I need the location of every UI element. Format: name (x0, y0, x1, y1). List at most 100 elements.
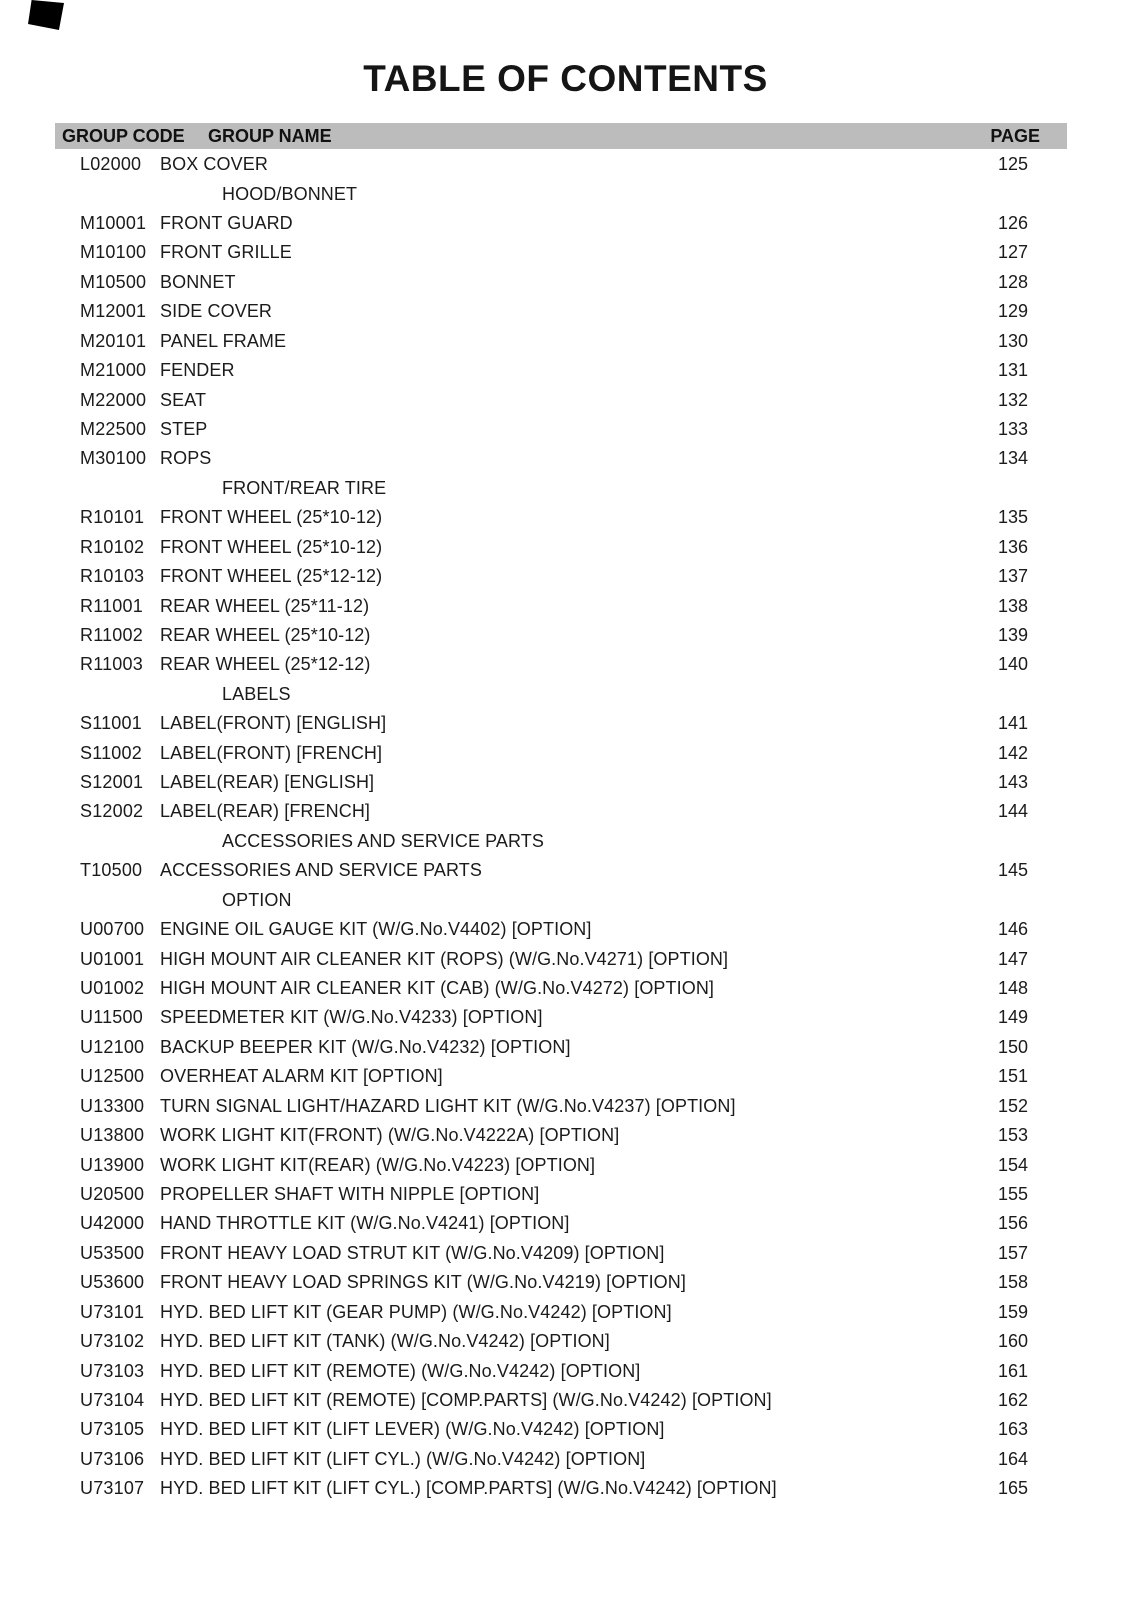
group-code: U12100 (80, 1036, 145, 1057)
group-name: WORK LIGHT KIT(FRONT) (W/G.No.V4222A) [O… (160, 1125, 620, 1146)
toc-entry-row: U73101 HYD. BED LIFT KIT (GEAR PUMP) (W/G… (55, 1297, 1067, 1326)
page-number: 141 (997, 713, 1029, 734)
toc-entry-row: U11500 SPEEDMETER KIT (W/G.No.V4233) [OPT… (55, 1003, 1067, 1032)
group-code: T10500 (80, 860, 143, 881)
toc-entry-row: M10500 BONNET 128 (55, 268, 1067, 297)
group-name: HIGH MOUNT AIR CLEANER KIT (CAB) (W/G.No… (160, 978, 715, 999)
toc-entry-row: M22000 SEAT 132 (55, 385, 1067, 414)
group-name: HYD. BED LIFT KIT (REMOTE) [COMP.PARTS] … (160, 1389, 772, 1410)
toc-entry-row: S11001 LABEL(FRONT) [ENGLISH] 141 (55, 709, 1067, 738)
toc-entry-row: S12002 LABEL(REAR) [FRENCH] 144 (55, 797, 1067, 826)
page-number: 136 (997, 536, 1029, 557)
column-header-group-code: GROUP CODE (62, 125, 185, 146)
toc-entry-row: U73103 HYD. BED LIFT KIT (REMOTE) (W/G.No… (55, 1356, 1067, 1385)
page-number: 151 (997, 1066, 1029, 1087)
group-code: R10103 (80, 566, 145, 587)
page-number: 135 (997, 507, 1029, 528)
toc-entry-row: S11002 LABEL(FRONT) [FRENCH] 142 (55, 738, 1067, 767)
group-name: FRONT WHEEL (25*12-12) (160, 566, 383, 587)
group-name: HYD. BED LIFT KIT (GEAR PUMP) (W/G.No.V4… (160, 1301, 672, 1322)
section-title: ACCESSORIES AND SERVICE PARTS (222, 830, 544, 851)
group-name: HIGH MOUNT AIR CLEANER KIT (ROPS) (W/G.N… (160, 948, 729, 969)
page-number: 160 (997, 1331, 1029, 1352)
toc-entry-row: L02000 BOX COVER 125 (55, 150, 1067, 179)
group-code: R11003 (80, 654, 143, 675)
section-title: LABELS (222, 683, 291, 704)
section-header-row: OPTION (55, 886, 1067, 915)
toc-entry-row: U73107 HYD. BED LIFT KIT (LIFT CYL.) [COM… (55, 1474, 1067, 1503)
page-number: 162 (997, 1389, 1029, 1410)
toc-entry-row: U12100 BACKUP BEEPER KIT (W/G.No.V4232) [… (55, 1033, 1067, 1062)
group-code: M21000 (80, 360, 147, 381)
group-code: U73101 (80, 1301, 145, 1322)
toc-entry-row: U73104 HYD. BED LIFT KIT (REMOTE) [COMP.P… (55, 1386, 1067, 1415)
toc-entry-row: R11002 REAR WHEEL (25*10-12) 139 (55, 621, 1067, 650)
group-code: U00700 (80, 919, 145, 940)
page-number: 128 (997, 271, 1029, 292)
toc-entry-row: U42000 HAND THROTTLE KIT (W/G.No.V4241) [… (55, 1209, 1067, 1238)
group-name: FRONT GUARD (160, 213, 293, 234)
group-code: M10001 (80, 213, 147, 234)
group-name: PANEL FRAME (160, 330, 287, 351)
group-code: S11002 (80, 742, 142, 763)
group-name: OVERHEAT ALARM KIT [OPTION] (160, 1066, 443, 1087)
group-name: FRONT GRILLE (160, 242, 292, 263)
group-name: LABEL(FRONT) [ENGLISH] (160, 713, 387, 734)
toc-entry-row: M30100 ROPS 134 (55, 444, 1067, 473)
group-code: U42000 (80, 1213, 145, 1234)
group-name: ENGINE OIL GAUGE KIT (W/G.No.V4402) [OPT… (160, 919, 592, 940)
group-code: M10100 (80, 242, 147, 263)
page-number: 142 (997, 742, 1029, 763)
group-name: REAR WHEEL (25*12-12) (160, 654, 371, 675)
page-number: 129 (997, 301, 1029, 322)
section-title: FRONT/REAR TIRE (222, 477, 387, 498)
group-name: HYD. BED LIFT KIT (LIFT CYL.) [COMP.PART… (160, 1478, 777, 1499)
column-header-group-name: GROUP NAME (208, 125, 332, 146)
column-header-page: PAGE (990, 125, 1040, 146)
page-number: 126 (997, 213, 1029, 234)
group-name: FRONT HEAVY LOAD SPRINGS KIT (W/G.No.V42… (160, 1272, 686, 1293)
toc-entry-row: R10103 FRONT WHEEL (25*12-12) 137 (55, 562, 1067, 591)
section-header-row: ACCESSORIES AND SERVICE PARTS (55, 827, 1067, 856)
group-code: M20101 (80, 330, 147, 351)
page-number: 150 (997, 1036, 1029, 1057)
group-name: TURN SIGNAL LIGHT/HAZARD LIGHT KIT (W/G.… (160, 1095, 736, 1116)
toc-entry-row: M10100 FRONT GRILLE 127 (55, 238, 1067, 267)
toc-entry-row: U53500 FRONT HEAVY LOAD STRUT KIT (W/G.No… (55, 1239, 1067, 1268)
group-code: U11500 (80, 1007, 143, 1028)
toc-entry-row: R10102 FRONT WHEEL (25*10-12) 136 (55, 532, 1067, 561)
page-number: 145 (997, 860, 1029, 881)
group-code: U53600 (80, 1272, 145, 1293)
group-code: R10102 (80, 536, 145, 557)
group-name: HYD. BED LIFT KIT (TANK) (W/G.No.V4242) … (160, 1331, 610, 1352)
page-number: 161 (997, 1360, 1029, 1381)
page-number: 143 (997, 772, 1029, 793)
section-header-row: HOOD/BONNET (55, 179, 1067, 208)
group-name: ROPS (160, 448, 212, 469)
group-code: M22500 (80, 419, 147, 439)
toc-entry-row: M21000 FENDER 131 (55, 356, 1067, 385)
toc-entry-row: U13800 WORK LIGHT KIT(FRONT) (W/G.No.V422… (55, 1121, 1067, 1150)
toc-entry-row: U12500 OVERHEAT ALARM KIT [OPTION] 151 (55, 1062, 1067, 1091)
toc-entry-row: R10101 FRONT WHEEL (25*10-12) 135 (55, 503, 1067, 532)
group-name: SEAT (160, 389, 207, 410)
group-name: SPEEDMETER KIT (W/G.No.V4233) [OPTION] (160, 1007, 543, 1028)
group-code: U12500 (80, 1066, 145, 1087)
group-code: U13800 (80, 1125, 145, 1146)
group-name: HYD. BED LIFT KIT (REMOTE) (W/G.No.V4242… (160, 1360, 641, 1381)
group-code: U73103 (80, 1360, 145, 1381)
page-number: 133 (997, 419, 1029, 439)
group-name: BOX COVER (160, 154, 268, 175)
toc-entry-row: S12001 LABEL(REAR) [ENGLISH] 143 (55, 768, 1067, 797)
page-number: 152 (997, 1095, 1029, 1116)
group-name: FRONT HEAVY LOAD STRUT KIT (W/G.No.V4209… (160, 1242, 665, 1263)
group-code: R11002 (80, 624, 143, 645)
page-title: TABLE OF CONTENTS (363, 58, 768, 99)
toc-entry-row: U73102 HYD. BED LIFT KIT (TANK) (W/G.No.V… (55, 1327, 1067, 1356)
page-number: 147 (997, 948, 1029, 969)
group-code: U73106 (80, 1448, 145, 1469)
page-number: 154 (997, 1154, 1029, 1175)
toc-table: GROUP CODE GROUP NAME PAGE L02000 BOX COV… (55, 123, 1067, 1503)
group-name: STEP (160, 419, 208, 439)
